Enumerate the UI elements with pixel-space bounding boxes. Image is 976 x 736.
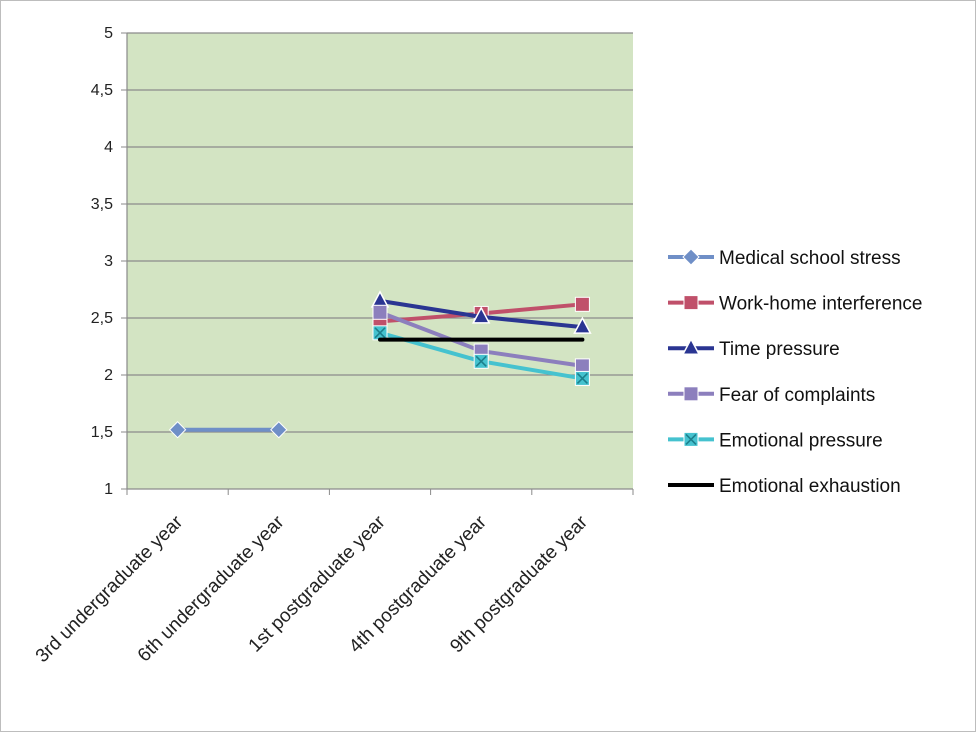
y-tick-label: 1 <box>104 481 113 498</box>
data-point <box>573 316 592 334</box>
legend-item: Emotional pressure <box>668 430 883 451</box>
y-tick-label: 3 <box>104 253 113 270</box>
data-point <box>574 358 590 374</box>
y-tick-label: 5 <box>104 25 113 42</box>
legend-label: Fear of complaints <box>719 385 875 406</box>
series-group <box>168 290 592 439</box>
data-point <box>473 353 489 369</box>
y-tick-labels: 1 1,5 2 2,5 3 3,5 4 4,5 5 <box>91 25 113 498</box>
data-point <box>471 306 491 324</box>
data-point <box>574 370 590 386</box>
y-tick-label: 4,5 <box>91 82 113 99</box>
data-point-cross <box>475 355 487 367</box>
legend-item: Medical school stress <box>668 248 901 269</box>
y-tick-label: 3,5 <box>91 196 113 213</box>
data-point <box>372 325 388 341</box>
legend-item: Work-home interference <box>668 294 922 315</box>
data-point-cross <box>374 327 386 339</box>
legend: Medical school stress Work-home interfere… <box>668 248 922 497</box>
series-time-pressure <box>370 290 592 334</box>
y-tick-label: 1,5 <box>91 424 113 441</box>
legend-item: Time pressure <box>668 337 840 360</box>
data-point <box>683 386 699 402</box>
series-emotional-pressure <box>372 325 590 386</box>
legend-label: Work-home interference <box>719 294 922 315</box>
data-point <box>683 431 699 447</box>
legend-item: Emotional exhaustion <box>668 476 901 497</box>
data-point <box>168 421 187 439</box>
series-medical-school-stress <box>168 421 288 439</box>
series-fear-of-complaints <box>372 304 590 374</box>
data-point <box>683 295 699 311</box>
y-tick-label: 2 <box>104 367 113 384</box>
axes <box>121 32 634 495</box>
data-point <box>682 248 700 266</box>
y-tick-label: 4 <box>104 139 113 156</box>
y-tick-label: 2,5 <box>91 310 113 327</box>
data-point-cross <box>685 433 697 445</box>
data-point <box>681 337 701 355</box>
data-point <box>574 296 590 312</box>
data-point <box>270 421 288 439</box>
legend-label: Emotional pressure <box>719 430 883 451</box>
legend-item: Fear of complaints <box>668 385 875 406</box>
data-point <box>372 304 388 320</box>
legend-label: Emotional exhaustion <box>719 476 901 497</box>
legend-label: Medical school stress <box>719 248 901 269</box>
data-point-cross <box>576 372 588 384</box>
legend-label: Time pressure <box>719 339 840 360</box>
